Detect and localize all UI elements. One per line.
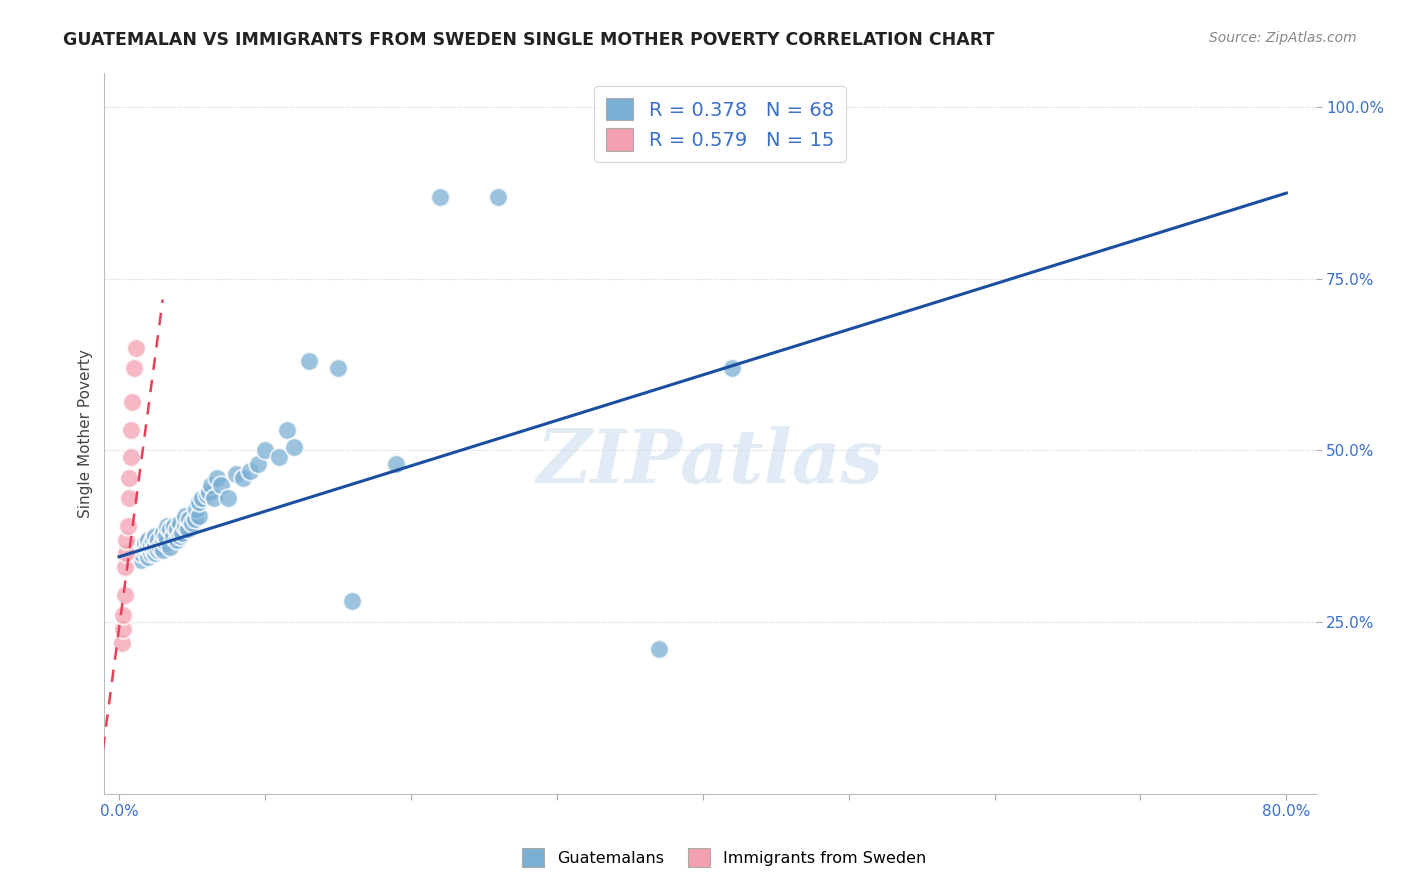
Point: [145, 529, 167, 543]
Point: [170, 525, 193, 540]
Point: [114, 588, 136, 602]
Point: [145, 546, 167, 560]
Point: [177, 512, 200, 526]
Legend: Guatemalans, Immigrants from Sweden: Guatemalans, Immigrants from Sweden: [516, 842, 932, 873]
Point: [139, 546, 162, 560]
Point: [134, 536, 156, 550]
Point: [155, 529, 177, 543]
Point: [342, 594, 364, 608]
Point: [188, 508, 211, 523]
Point: [163, 519, 186, 533]
Point: [191, 491, 214, 506]
Point: [148, 543, 170, 558]
Point: [326, 361, 349, 376]
Point: [122, 361, 145, 376]
Point: [159, 540, 181, 554]
Point: [162, 529, 184, 543]
Point: [166, 533, 188, 547]
Point: [134, 540, 156, 554]
Point: [217, 491, 239, 506]
Point: [115, 533, 138, 547]
Point: [205, 471, 228, 485]
Point: [122, 543, 145, 558]
Point: [186, 501, 208, 516]
Point: [148, 533, 170, 547]
Legend: R = 0.378   N = 68, R = 0.579   N = 15: R = 0.378 N = 68, R = 0.579 N = 15: [595, 87, 845, 162]
Point: [232, 471, 254, 485]
Point: [129, 553, 152, 567]
Point: [152, 525, 174, 540]
Point: [173, 508, 195, 523]
Point: [202, 491, 225, 506]
Point: [117, 519, 139, 533]
Point: [145, 540, 167, 554]
Point: [195, 488, 218, 502]
Point: [184, 512, 207, 526]
Point: [225, 467, 247, 482]
Point: [129, 546, 152, 560]
Point: [156, 519, 179, 533]
Point: [269, 450, 291, 465]
Text: GUATEMALAN VS IMMIGRANTS FROM SWEDEN SINGLE MOTHER POVERTY CORRELATION CHART: GUATEMALAN VS IMMIGRANTS FROM SWEDEN SIN…: [63, 31, 994, 49]
Point: [121, 395, 143, 409]
Point: [486, 189, 509, 203]
Point: [115, 546, 138, 560]
Point: [139, 538, 162, 552]
Text: ZIPatlas: ZIPatlas: [537, 425, 883, 499]
Point: [132, 543, 155, 558]
Point: [118, 491, 141, 506]
Point: [253, 443, 276, 458]
Point: [176, 522, 198, 536]
Point: [239, 464, 262, 478]
Point: [141, 543, 163, 558]
Point: [385, 457, 408, 471]
Point: [159, 522, 181, 536]
Point: [118, 471, 141, 485]
Point: [155, 536, 177, 550]
Point: [166, 522, 188, 536]
Point: [429, 189, 451, 203]
Point: [112, 608, 135, 623]
Point: [136, 540, 159, 554]
Point: [120, 450, 142, 465]
Point: [136, 549, 159, 564]
Point: [152, 543, 174, 558]
Point: [169, 529, 191, 543]
Point: [276, 423, 298, 437]
Point: [141, 533, 163, 547]
Point: [200, 477, 222, 491]
Point: [648, 642, 671, 657]
Point: [198, 484, 221, 499]
Point: [114, 560, 136, 574]
Y-axis label: Single Mother Poverty: Single Mother Poverty: [79, 349, 93, 517]
Point: [125, 540, 148, 554]
Point: [209, 477, 232, 491]
Point: [283, 440, 305, 454]
Point: [152, 533, 174, 547]
Point: [125, 341, 148, 355]
Point: [111, 635, 134, 649]
Point: [136, 533, 159, 547]
Point: [173, 519, 195, 533]
Point: [246, 457, 269, 471]
Point: [721, 361, 744, 376]
Point: [112, 622, 135, 636]
Point: [120, 423, 142, 437]
Point: [188, 495, 211, 509]
Point: [149, 540, 172, 554]
Point: [298, 354, 321, 368]
Point: [181, 516, 204, 530]
Text: Source: ZipAtlas.com: Source: ZipAtlas.com: [1209, 31, 1357, 45]
Point: [169, 516, 191, 530]
